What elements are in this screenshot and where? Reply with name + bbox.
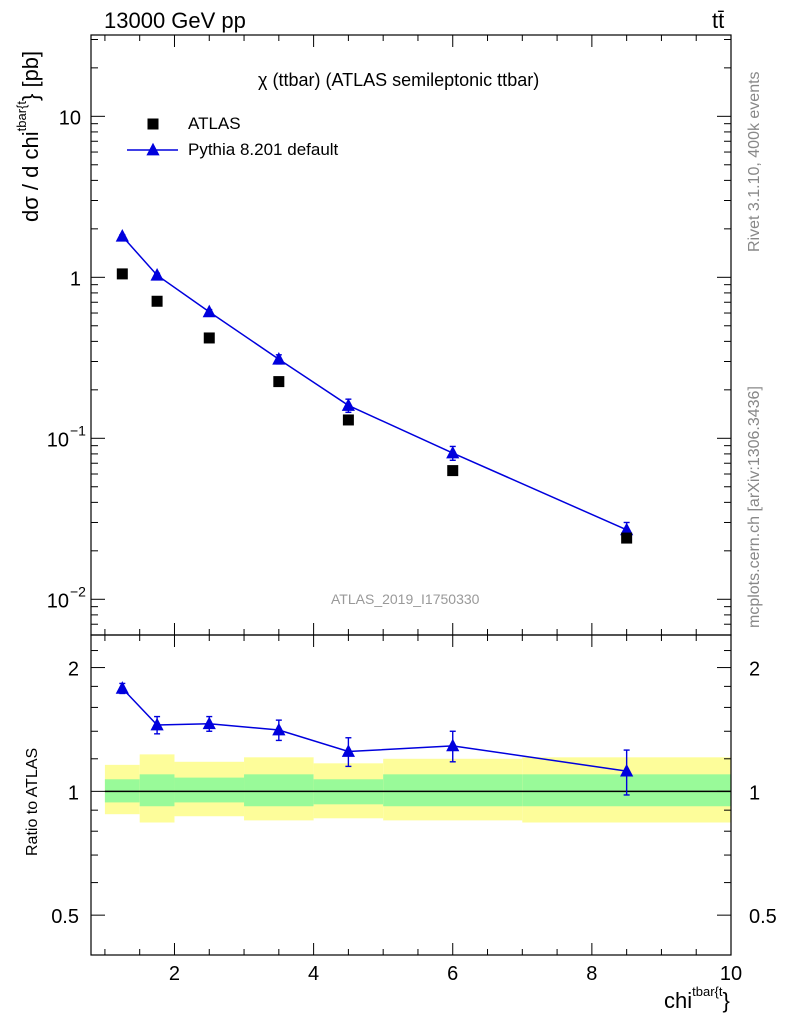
main-y-tick-label: 1 bbox=[70, 268, 81, 290]
main-atlas-point bbox=[203, 332, 215, 344]
main-y-tick-label: 10 bbox=[59, 107, 81, 129]
ratio-pythia-point bbox=[620, 763, 634, 777]
ratio-inner-band-1 bbox=[139, 774, 175, 807]
ratio-inner-band-2 bbox=[174, 777, 245, 803]
ratio-pythia-point bbox=[446, 738, 460, 752]
main-y-tick-label: 10 bbox=[47, 429, 69, 451]
main-atlas-point bbox=[116, 268, 128, 280]
ratio-pythia-point bbox=[202, 716, 216, 730]
x-tick-label: 10 bbox=[720, 963, 742, 985]
ratio-pythia-point bbox=[115, 681, 129, 694]
ratio-y-tick-label-right: 1 bbox=[749, 782, 760, 804]
source-label: mcplots.cern.ch [arXiv:1306.3436] bbox=[746, 386, 763, 628]
main-pythia-point bbox=[341, 398, 355, 411]
main-y-tick-label: 10 bbox=[47, 590, 69, 612]
main-atlas-point bbox=[447, 465, 459, 477]
legend-label-atlas: ATLAS bbox=[188, 114, 241, 133]
main-atlas-point bbox=[342, 414, 354, 426]
ratio-inner-band-5 bbox=[383, 774, 523, 807]
ratio-pythia-point bbox=[341, 744, 355, 757]
ratio-inner-band-3 bbox=[244, 774, 314, 807]
process-label: tt̄ bbox=[712, 8, 725, 33]
analysis-tag: ATLAS_2019_I1750330 bbox=[331, 591, 480, 607]
x-tick-label: 2 bbox=[169, 963, 180, 985]
main-plot-frame bbox=[90, 34, 732, 636]
ratio-y-tick-label: 2 bbox=[68, 659, 79, 681]
rivet-version-label: Rivet 3.1.10, 400k events bbox=[746, 71, 763, 252]
main-pythia-point bbox=[620, 522, 634, 536]
ratio-y-tick-label-right: 0.5 bbox=[749, 906, 777, 928]
legend-pythia-marker bbox=[146, 142, 160, 156]
main-pythia-point bbox=[115, 229, 129, 242]
energy-label: 13000 GeV pp bbox=[104, 8, 246, 33]
plot-title: χ (ttbar) (ATLAS semileptonic ttbar) bbox=[258, 70, 540, 90]
main-pythia-point bbox=[202, 304, 216, 318]
main-atlas-point bbox=[273, 376, 285, 388]
main-atlas-point bbox=[621, 532, 633, 544]
main-pythia-line bbox=[121, 235, 627, 531]
ratio-y-axis-label: Ratio to ATLAS bbox=[24, 747, 41, 856]
ratio-pythia-point bbox=[150, 717, 164, 731]
main-y-axis-label: dσ / d chitbar{t} [pb] bbox=[14, 50, 43, 222]
main-pythia-point bbox=[272, 351, 286, 365]
ratio-plot-frame bbox=[90, 634, 732, 956]
x-tick-label: 4 bbox=[308, 963, 319, 985]
ratio-y-tick-label: 0.5 bbox=[51, 906, 79, 928]
legend-atlas-marker bbox=[147, 118, 159, 130]
main-pythia-point bbox=[446, 445, 460, 459]
x-axis-label: chitbar{t} bbox=[664, 984, 730, 1013]
x-tick-label: 6 bbox=[447, 963, 458, 985]
ratio-pythia-point bbox=[272, 722, 286, 736]
x-tick-label: 8 bbox=[586, 963, 597, 985]
main-atlas-point bbox=[151, 295, 163, 307]
ratio-y-tick-label-right: 2 bbox=[749, 659, 760, 681]
ratio-y-tick-label: 1 bbox=[68, 782, 79, 804]
legend-label-pythia: Pythia 8.201 default bbox=[188, 140, 339, 159]
main-y-tick-exponent: −2 bbox=[70, 583, 86, 599]
main-y-tick-exponent: −1 bbox=[70, 422, 86, 438]
main-pythia-point bbox=[150, 268, 164, 281]
